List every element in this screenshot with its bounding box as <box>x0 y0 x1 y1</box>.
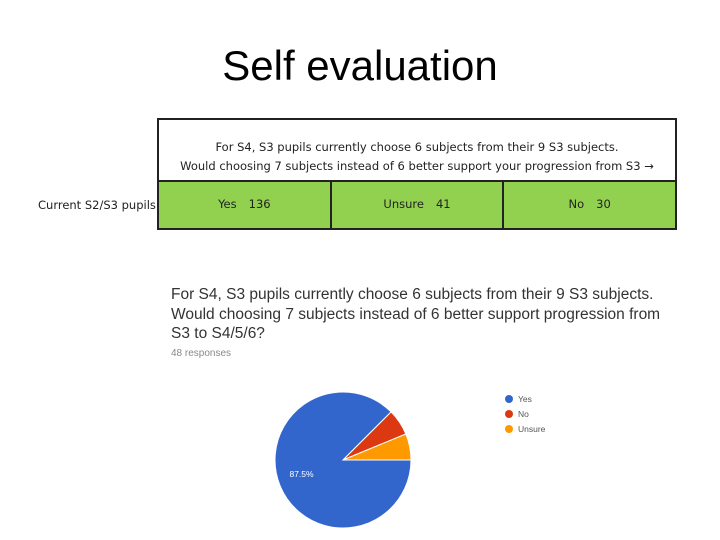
legend-swatch <box>505 424 513 433</box>
legend-label: Unsure <box>518 423 546 434</box>
slide-title: Self evaluation <box>222 42 498 89</box>
legend-label: No <box>518 408 529 419</box>
form-question-line-2: Would choosing 7 subjects instead of 6 b… <box>171 305 661 323</box>
form-question-line-1: For S4, S3 pupils currently choose 6 sub… <box>171 286 654 303</box>
legend-item-no: No <box>505 406 545 421</box>
legend-swatch <box>505 394 513 403</box>
pie-slice-unsure <box>342 433 412 461</box>
answer-label: No <box>568 197 585 211</box>
pie-slice-yes <box>274 391 412 529</box>
chart-legend: Yes No Unsure <box>505 391 545 436</box>
answer-label: Unsure <box>383 197 424 211</box>
answer-label: Yes <box>218 197 237 211</box>
legend-swatch <box>505 409 513 418</box>
legend-label: Yes <box>518 393 532 404</box>
row-label: Current S2/S3 pupils <box>38 198 156 212</box>
answer-count: 136 <box>248 197 271 211</box>
answer-count: 41 <box>435 197 451 211</box>
survey-table: For S4, S3 pupils currently choose 6 sub… <box>157 118 677 230</box>
answer-row: Yes 136 Unsure 41 No 30 <box>159 182 675 228</box>
question-line-1: For S4, S3 pupils currently choose 6 sub… <box>215 140 619 154</box>
answer-cell-yes: Yes 136 <box>159 182 332 228</box>
legend-item-unsure: Unsure <box>505 421 545 436</box>
answer-count: 30 <box>596 197 611 211</box>
answer-cell-no: No 30 <box>504 182 675 228</box>
legend-item-yes: Yes <box>505 391 545 406</box>
form-question: For S4, S3 pupils currently choose 6 sub… <box>171 285 671 344</box>
answer-cell-unsure: Unsure 41 <box>332 182 505 228</box>
pie-data-label: 87.5% <box>289 469 314 479</box>
responses-count: 48 responses <box>171 348 232 359</box>
form-question-line-3: S3 to S4/5/6? <box>171 325 265 342</box>
